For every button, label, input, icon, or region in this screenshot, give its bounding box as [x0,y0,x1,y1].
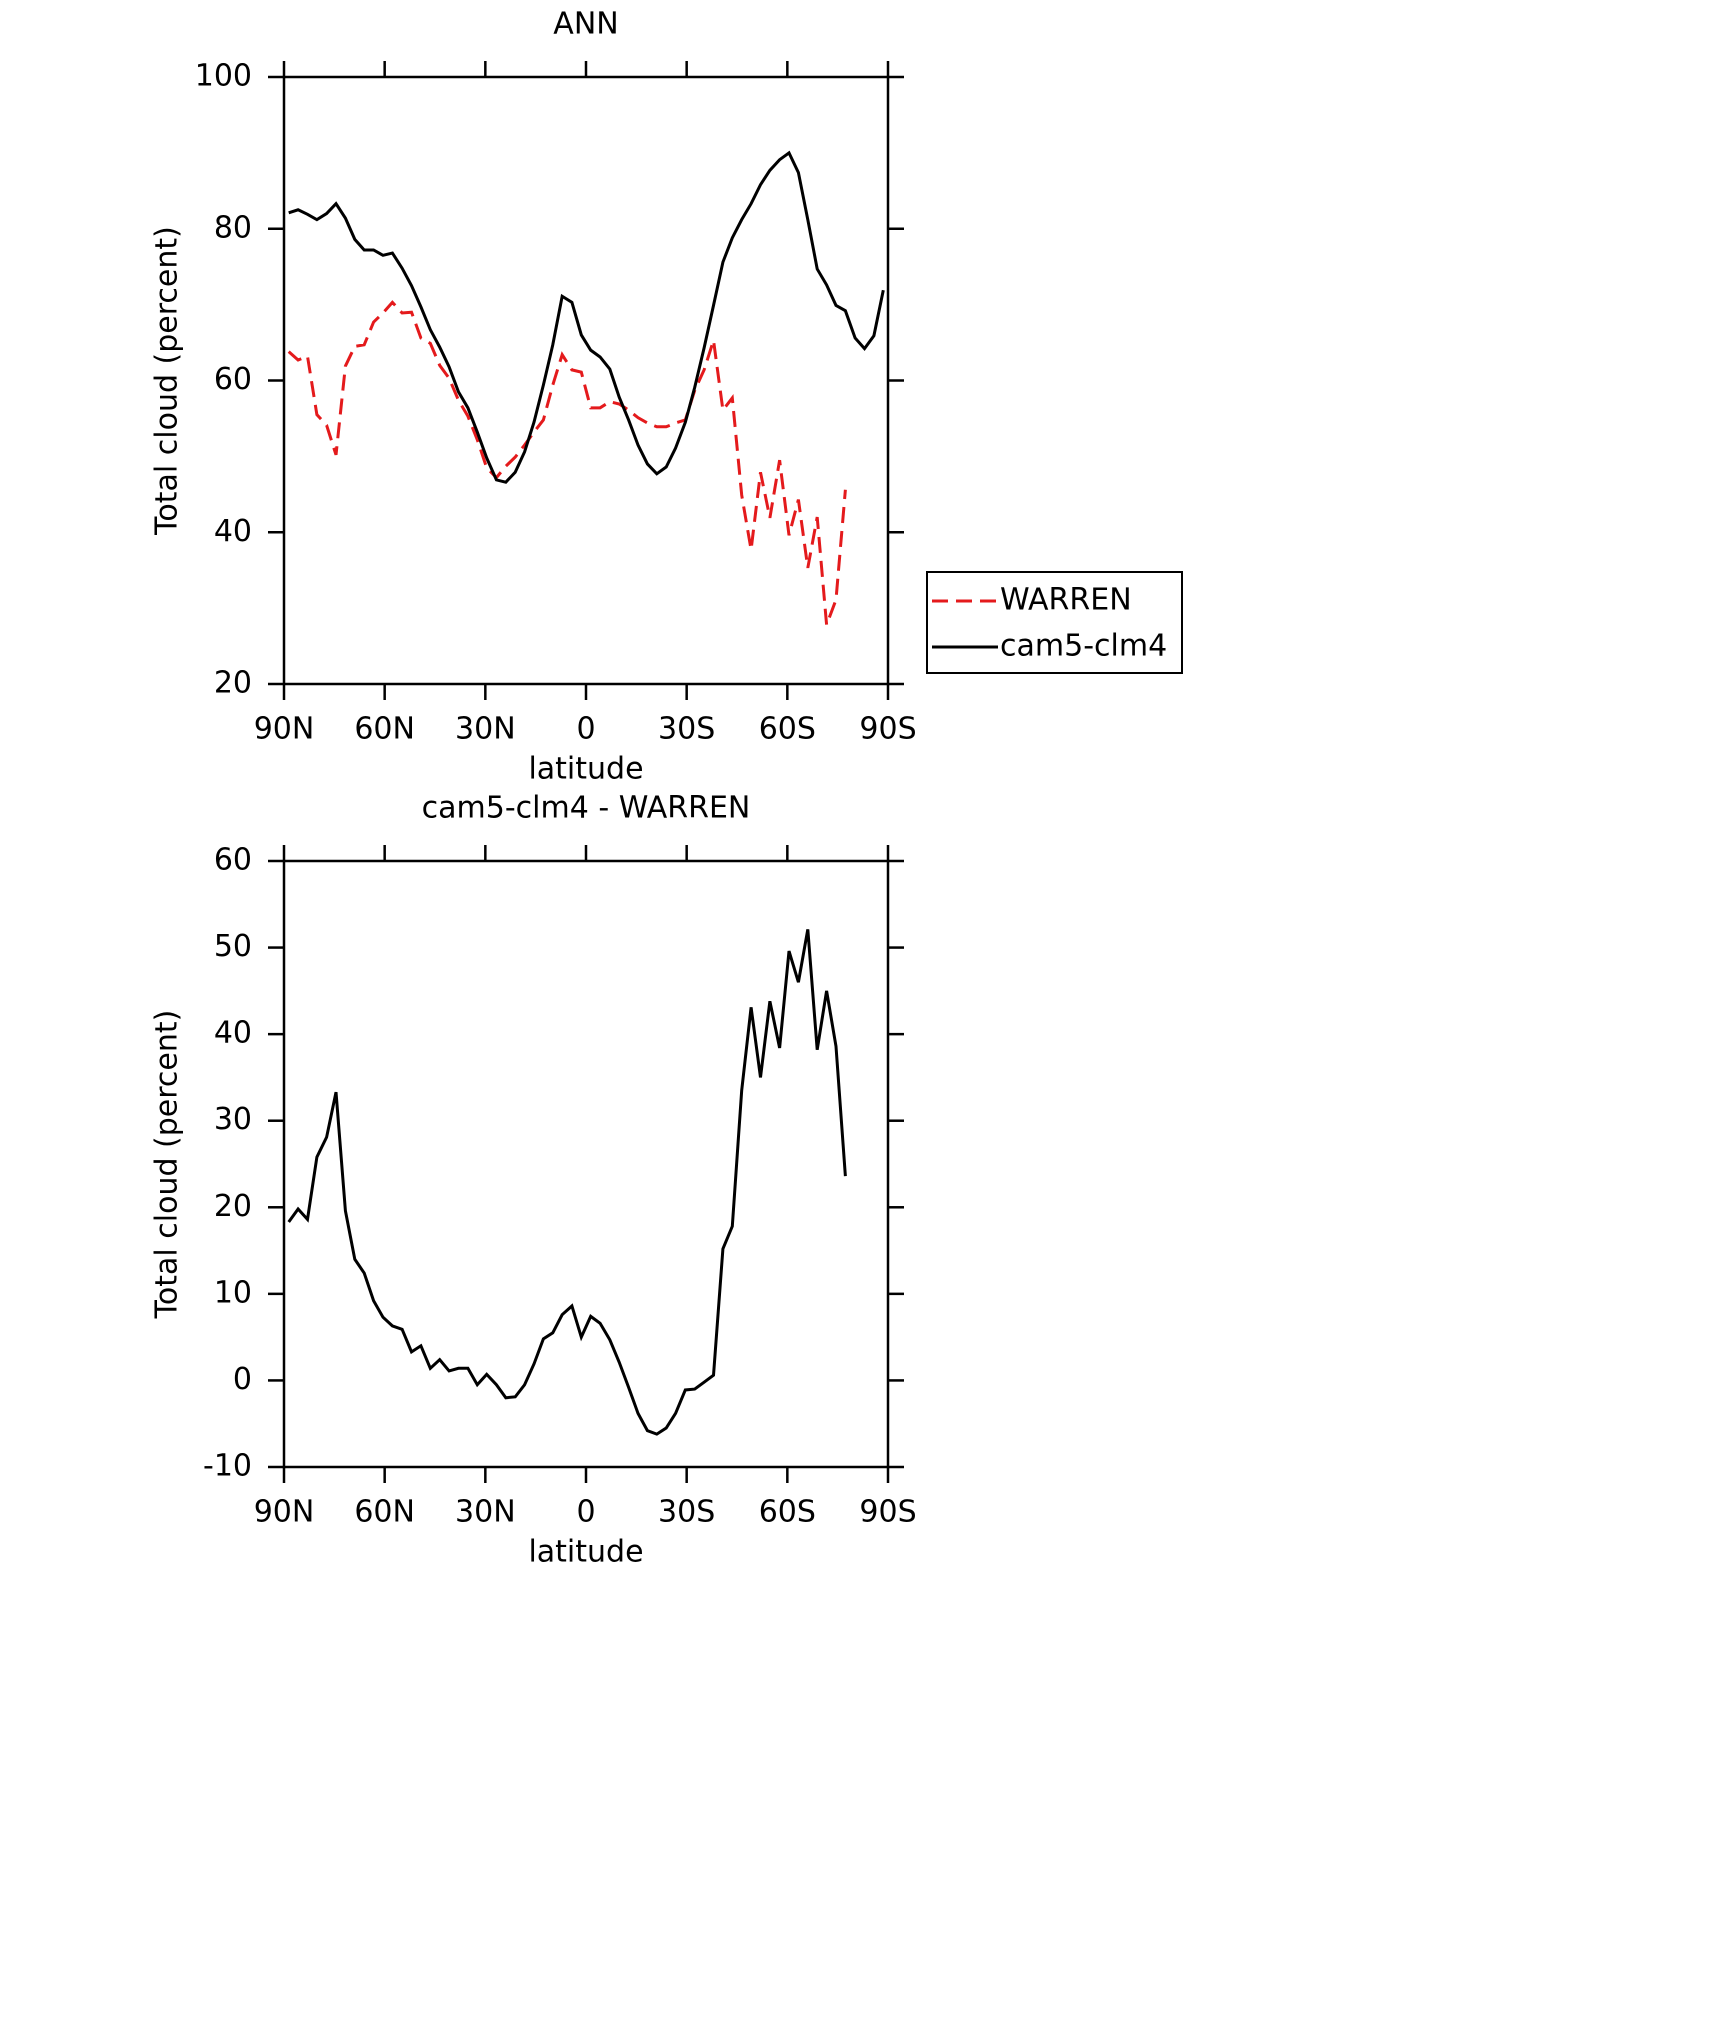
x-tick-label: 0 [576,712,595,747]
x-axis-label: latitude [528,752,643,787]
x-tick-label: 60N [354,712,415,747]
x-tick-label: 30N [455,712,516,747]
y-tick-label: 40 [214,514,252,549]
x-axis-label: latitude [528,1535,643,1570]
x-tick-label: 60N [354,1495,415,1530]
data-line [287,300,847,626]
y-tick-label: 10 [214,1275,252,1310]
y-tick-label: 100 [195,59,252,94]
legend-label: WARREN [1000,583,1132,618]
y-tick-label: 80 [214,210,252,245]
y-tick-label: -10 [203,1449,252,1484]
y-tick-label: 30 [214,1102,252,1137]
plot-frame [282,859,890,1469]
data-line [287,929,847,1436]
x-tick-label: 30S [658,1495,715,1530]
y-axis-label: Total cloud (percent) [150,1010,185,1320]
y-tick-label: 60 [214,362,252,397]
y-axis-label: Total cloud (percent) [150,226,185,536]
y-tick-label: 60 [214,843,252,878]
x-tick-label: 90N [254,1495,315,1530]
legend-box [926,571,1183,674]
y-tick-label: 50 [214,929,252,964]
y-tick-label: 20 [214,1189,252,1224]
chart-title: cam5-clm4 - WARREN [422,791,751,826]
x-tick-label: 30N [455,1495,516,1530]
y-tick-label: 40 [214,1016,252,1051]
x-tick-label: 0 [576,1495,595,1530]
x-tick-label: 90S [859,1495,916,1530]
data-line [288,150,885,484]
x-tick-label: 60S [759,1495,816,1530]
legend-label: cam5-clm4 [1000,629,1167,664]
y-tick-label: 20 [214,666,252,701]
x-tick-label: 90N [254,712,315,747]
chart-title: ANN [553,7,618,42]
x-tick-label: 60S [759,712,816,747]
x-tick-label: 90S [859,712,916,747]
y-tick-label: 0 [233,1362,252,1397]
x-tick-label: 30S [658,712,715,747]
